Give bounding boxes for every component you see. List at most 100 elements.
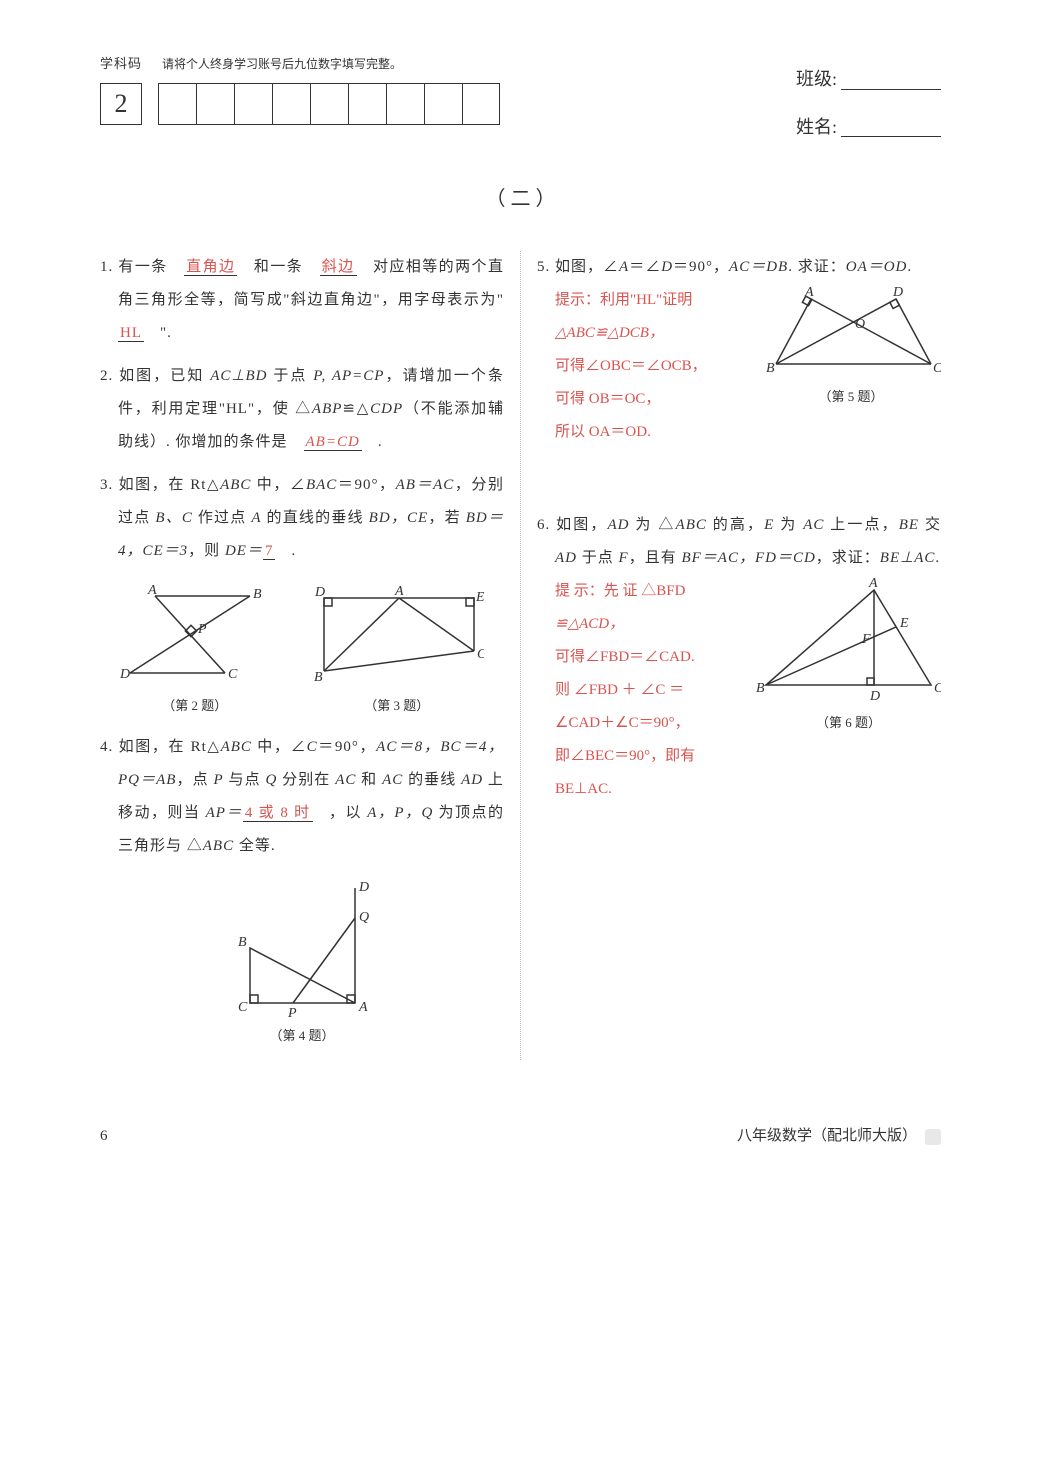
svg-text:P: P [287,1006,297,1018]
p1-ans3: HL [118,325,144,342]
svg-text:B: B [314,670,323,685]
p5-seg: 5. 如图，∠ [537,259,619,275]
svg-text:P: P [197,622,207,637]
p4-seg: 4. 如图，在 Rt△ [100,739,221,755]
p3-seg: 作过点 [193,510,252,526]
svg-text:C: C [933,361,941,376]
p2-seg: 2. 如图，已知 [100,368,210,384]
problem-5-text: 5. 如图，∠A＝∠D＝90°，AC＝DB. 求证：OA＝OD. [537,251,941,284]
problem-2-text: 2. 如图，已知 AC⊥BD 于点 P, AP=CP，请增加一个条件，利用定理"… [100,360,504,459]
p4-ans1: 4 或 8 时 [243,805,313,822]
digit-box[interactable] [234,83,272,125]
p6-math: E [764,517,774,533]
svg-text:C: C [228,667,238,682]
header-labels: 学科码 请将个人终身学习账号后九位数字填写完整。 [100,50,776,79]
digit-box[interactable] [424,83,462,125]
digit-box[interactable] [348,83,386,125]
p3-math: BAC [306,477,337,493]
name-label: 姓名: [796,108,837,148]
p4-math: AC [382,772,403,788]
p4-seg: 的垂线 [403,772,461,788]
p6-math: AD [555,550,577,566]
p4-math: ABC [203,838,234,854]
figure-2: AB DC P （第 2 题） [120,578,270,721]
account-digit-boxes [158,83,500,125]
page-number: 6 [100,1120,108,1153]
p5-math: OA＝OD [846,259,908,275]
xk-hint: 请将个人终身学习账号后九位数字填写完整。 [162,51,402,77]
p3-seg: ，若 [428,510,466,526]
p2-math: ABP [312,401,343,417]
p6-seg: 的高， [707,517,764,533]
p4-seg: 中，∠ [252,739,307,755]
digit-box[interactable] [196,83,234,125]
figure-4: CB AP QD （第 4 题） [225,873,380,1051]
p1-seg: 和一条 [237,259,319,275]
header-left: 学科码 请将个人终身学习账号后九位数字填写完整。 2 [100,50,776,125]
p4-seg: 与点 [224,772,266,788]
page-title: （ 二 ） [100,177,941,221]
figure-6-svg: A BC D EF [756,575,941,705]
p6-math: BE [899,517,919,533]
svg-text:A: A [868,576,878,591]
digit-box[interactable] [158,83,196,125]
svg-text:B: B [756,681,765,696]
p6-math: AD [608,517,630,533]
column-divider [520,251,521,1060]
problem-1: 1. 有一条 直角边 和一条 斜边 对应相等的两个直角三角形全等，简写成"斜边直… [100,251,504,350]
svg-text:D: D [120,667,130,682]
p6-seg: ，且有 [629,550,682,566]
svg-text:A: A [804,285,814,300]
p5-math: A [619,259,629,275]
problem-5-body: AD BC O （第 5 题） 提示：利用"HL"证明 △ABC≌△DCB， 可… [537,284,941,449]
p6-hint6: 即∠BEC＝90°，即有 BE⊥AC. [555,740,941,806]
svg-text:A: A [358,1000,368,1015]
p4-math: Q [265,772,277,788]
p1-ans2: 斜边 [320,259,357,276]
p5-hint5: 所以 OA＝OD. [555,416,941,449]
svg-text:D: D [892,285,903,300]
problem-3: 3. 如图，在 Rt△ABC 中，∠BAC＝90°，AB＝AC，分别过点 B、C… [100,469,504,568]
p3-seg: ＝90°， [337,477,395,493]
p1-ans1: 直角边 [184,259,237,276]
name-blank[interactable] [841,117,941,137]
problem-5: 5. 如图，∠A＝∠D＝90°，AC＝DB. 求证：OA＝OD. [537,251,941,449]
p2-math: AC⊥BD [210,368,267,384]
p4-math: C [307,739,318,755]
p4-seg: 和 [356,772,382,788]
class-blank[interactable] [841,70,941,90]
digit-box[interactable] [310,83,348,125]
digit-box[interactable] [462,83,500,125]
p6-math: BF＝AC，FD＝CD [681,550,815,566]
p2-seg: ≌△ [342,401,370,417]
svg-text:A: A [394,584,404,599]
book-title: 八年级数学（配北师大版） [737,1120,917,1153]
footer-icon [925,1129,941,1145]
problem-1-text: 1. 有一条 直角边 和一条 斜边 对应相等的两个直角三角形全等，简写成"斜边直… [100,251,504,350]
p3-math: ABC [220,477,251,493]
p6-seg: 6. 如图， [537,517,608,533]
figure-5: AD BC O （第 5 题） [761,284,941,412]
p3-math: A [251,510,261,526]
p4-seg: ，以 [313,805,368,821]
p4-math: AP＝ [206,805,243,821]
svg-text:C: C [238,1000,248,1015]
digit-box[interactable] [386,83,424,125]
p1-seg: ". [144,325,172,341]
p5-seg: . 求证： [788,259,846,275]
p2-ans1: AB=CD [304,434,362,451]
p4-seg: 分别在 [277,772,335,788]
p5-math: AC＝DB [729,259,788,275]
svg-text:D: D [869,689,880,704]
problem-2: 2. 如图，已知 AC⊥BD 于点 P, AP=CP，请增加一个条件，利用定理"… [100,360,504,459]
digit-box[interactable] [272,83,310,125]
figure-6-caption: （第 6 题） [756,709,941,738]
p3-ans1: 7 [263,543,276,560]
p3-seg: . [275,543,296,559]
p4-seg: ＝90°， [318,739,377,755]
p6-math: F [619,550,629,566]
p3-seg: 的直线的垂线 [262,510,369,526]
svg-text:C: C [477,647,484,662]
problem-6-body: A BC D EF （第 6 题） 提 示：先 证 △BFD ≌△ACD， 可得… [537,575,941,806]
class-field: 班级: [796,60,941,100]
